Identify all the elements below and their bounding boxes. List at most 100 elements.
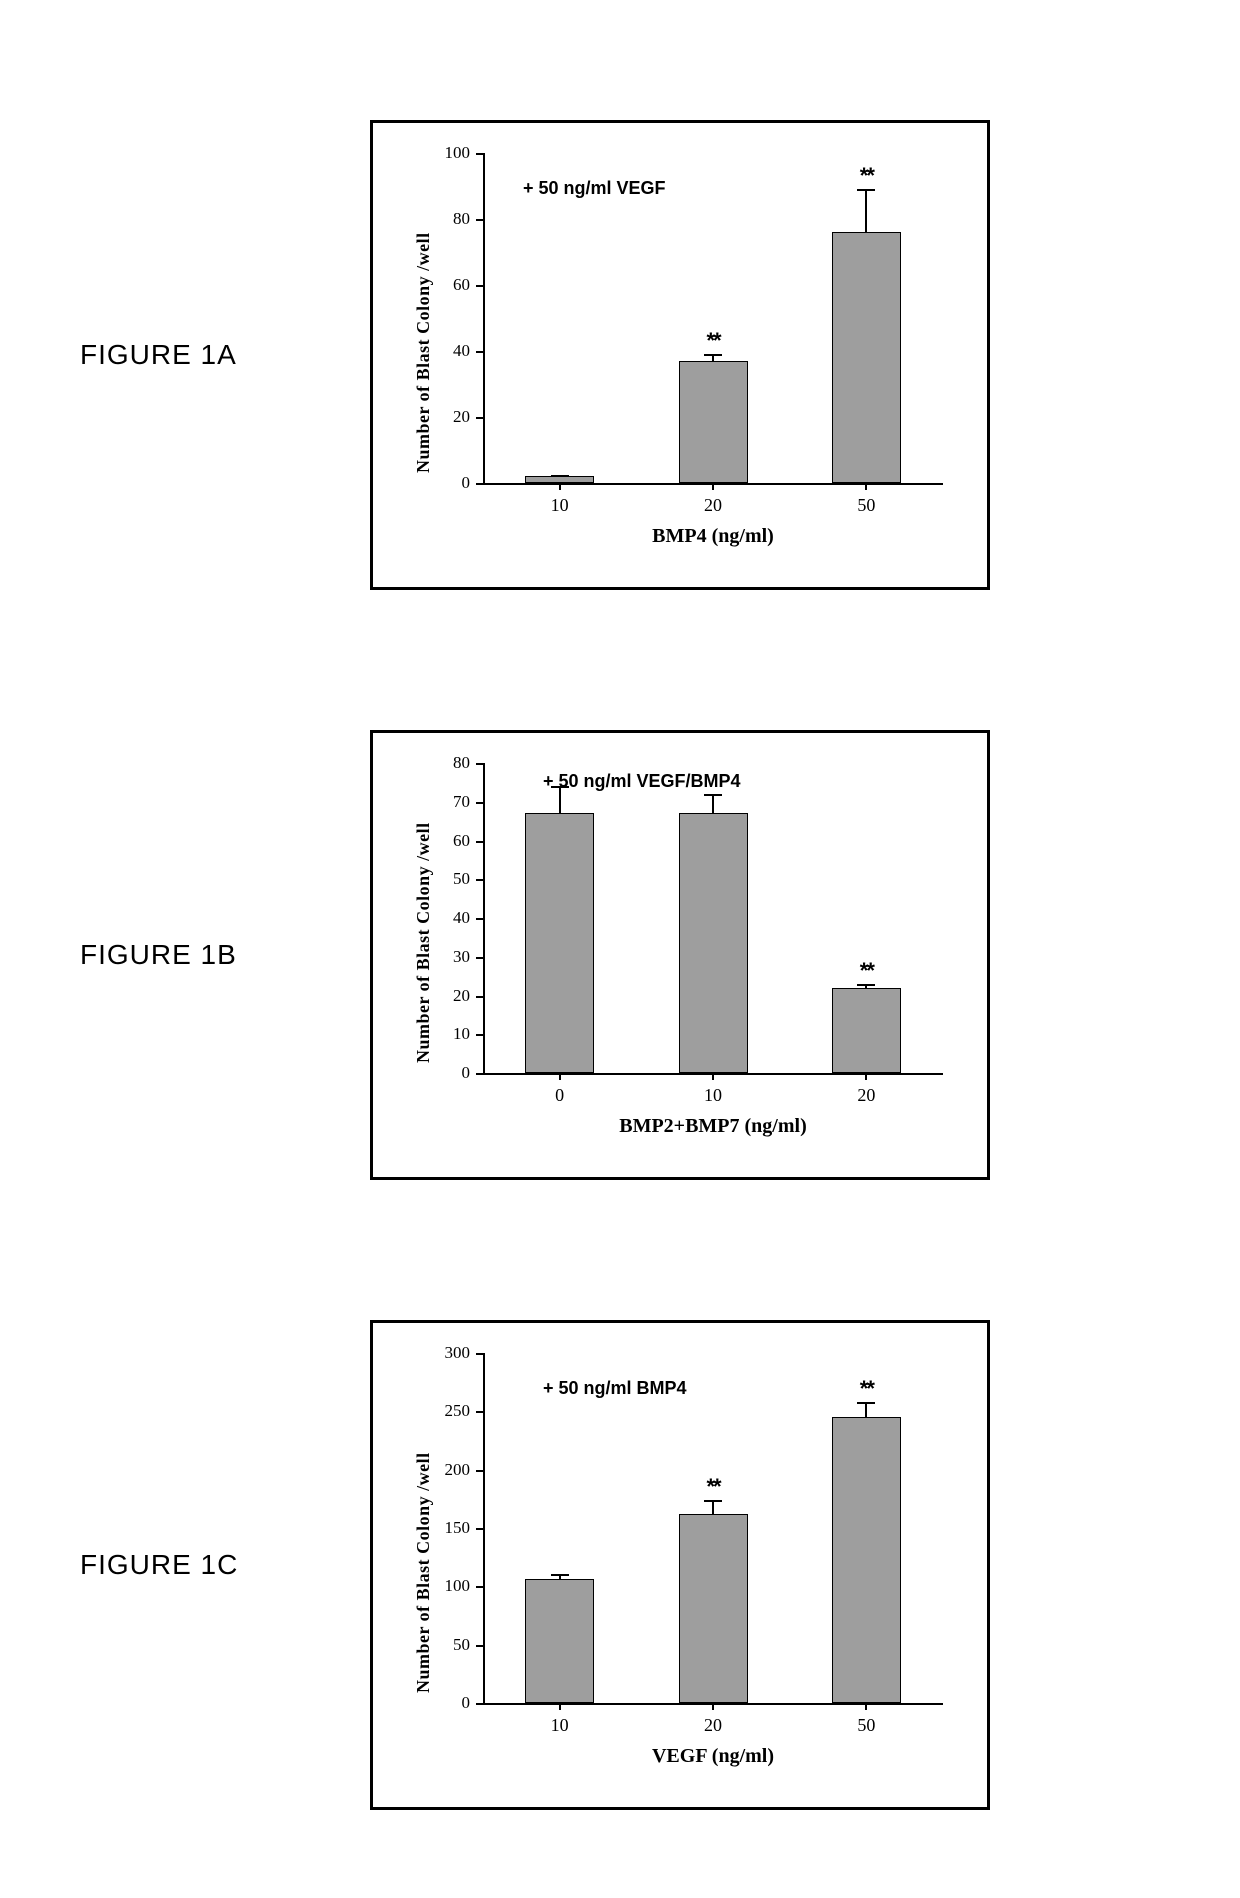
y-tick <box>476 1073 483 1075</box>
x-tick-label: 20 <box>836 1085 896 1106</box>
y-tick <box>476 1528 483 1530</box>
chart-annotation: + 50 ng/ml VEGF <box>523 178 666 199</box>
error-cap <box>857 984 875 986</box>
error-cap <box>551 1574 569 1576</box>
y-tick-label: 40 <box>428 341 470 361</box>
error-cap <box>857 1402 875 1404</box>
x-tick-label: 50 <box>836 1715 896 1736</box>
x-tick <box>865 483 867 490</box>
y-axis-title: Number of Blast Colony /well <box>413 822 434 1063</box>
chart-annotation: + 50 ng/ml BMP4 <box>543 1378 687 1399</box>
y-tick-label: 100 <box>428 143 470 163</box>
error-cap <box>857 189 875 191</box>
bar <box>832 988 901 1073</box>
y-tick <box>476 1703 483 1705</box>
x-tick <box>865 1703 867 1710</box>
bar <box>525 476 594 483</box>
y-tick-label: 70 <box>428 792 470 812</box>
figure-1a-chart: 0 20 40 60 80 100 Number of Blast Colony /well… <box>370 120 990 590</box>
bar <box>525 1579 594 1703</box>
y-tick <box>476 1586 483 1588</box>
figure-1b-label: FIGURE 1B <box>80 939 340 971</box>
y-tick <box>476 841 483 843</box>
y-tick <box>476 1411 483 1413</box>
significance-marker: ** <box>693 328 733 354</box>
significance-marker: ** <box>846 163 886 189</box>
y-tick-label: 20 <box>428 986 470 1006</box>
error-cap <box>704 354 722 356</box>
y-tick-label: 80 <box>428 209 470 229</box>
y-tick <box>476 1470 483 1472</box>
x-tick <box>712 1703 714 1710</box>
y-tick <box>476 802 483 804</box>
y-tick-label: 30 <box>428 947 470 967</box>
y-tick <box>476 918 483 920</box>
y-tick <box>476 483 483 485</box>
bar <box>832 232 901 483</box>
y-tick <box>476 1034 483 1036</box>
panel-a-row: FIGURE 1A 0 20 40 60 80 100 Number of Blast Co… <box>0 120 1240 590</box>
y-tick-label: 60 <box>428 275 470 295</box>
bar <box>679 1514 748 1703</box>
error-bar <box>712 1500 714 1514</box>
x-axis-title: BMP4 (ng/ml) <box>483 525 943 548</box>
x-axis-title: VEGF (ng/ml) <box>483 1745 943 1768</box>
y-tick <box>476 153 483 155</box>
y-axis-title: Number of Blast Colony /well <box>413 1452 434 1693</box>
significance-marker: ** <box>846 1376 886 1402</box>
x-tick-label: 50 <box>836 495 896 516</box>
y-tick <box>476 351 483 353</box>
y-tick <box>476 417 483 419</box>
y-tick-label: 200 <box>428 1460 470 1480</box>
x-tick-label: 20 <box>683 495 743 516</box>
x-tick-label: 0 <box>530 1085 590 1106</box>
figure-1b-chart: 0 10 20 30 40 50 60 70 80 Number of Blast Colony … <box>370 730 990 1180</box>
x-tick <box>712 483 714 490</box>
x-tick-label: 10 <box>530 495 590 516</box>
figure-1a-label: FIGURE 1A <box>80 339 340 371</box>
x-tick <box>559 1073 561 1080</box>
panel-c-row: FIGURE 1C 050100150200250300Number of Bl… <box>0 1320 1240 1810</box>
error-cap <box>704 1500 722 1502</box>
y-tick <box>476 285 483 287</box>
y-tick-label: 0 <box>428 1063 470 1083</box>
panel-b-row: FIGURE 1B 0 10 20 30 40 50 60 70 80 Number of Bla… <box>0 730 1240 1180</box>
y-tick <box>476 763 483 765</box>
y-tick-label: 40 <box>428 908 470 928</box>
y-tick-label: 0 <box>428 1693 470 1713</box>
y-tick-label: 50 <box>428 1635 470 1655</box>
y-tick <box>476 996 483 998</box>
y-tick-label: 250 <box>428 1401 470 1421</box>
error-cap <box>704 794 722 796</box>
y-tick-label: 20 <box>428 407 470 427</box>
y-tick <box>476 219 483 221</box>
y-axis-title: Number of Blast Colony /well <box>413 232 434 473</box>
y-tick-label: 80 <box>428 753 470 773</box>
y-tick-label: 150 <box>428 1518 470 1538</box>
y-tick-label: 60 <box>428 831 470 851</box>
x-tick <box>559 483 561 490</box>
x-tick-label: 20 <box>683 1715 743 1736</box>
error-bar <box>865 1402 867 1417</box>
y-tick-label: 10 <box>428 1024 470 1044</box>
y-tick-label: 0 <box>428 473 470 493</box>
y-tick <box>476 1645 483 1647</box>
y-axis <box>483 763 485 1073</box>
figure-1c-label: FIGURE 1C <box>80 1549 340 1581</box>
bar <box>679 813 748 1073</box>
x-axis-title: BMP2+BMP7 (ng/ml) <box>483 1115 943 1138</box>
y-tick <box>476 1353 483 1355</box>
y-tick-label: 50 <box>428 869 470 889</box>
page: FIGURE 1A 020406080100Number of Blast Co… <box>0 0 1240 1898</box>
y-axis <box>483 153 485 483</box>
y-tick <box>476 957 483 959</box>
error-bar <box>712 794 714 813</box>
x-tick <box>865 1073 867 1080</box>
bar <box>525 813 594 1073</box>
x-tick <box>559 1703 561 1710</box>
y-axis <box>483 1353 485 1703</box>
x-tick-label: 10 <box>683 1085 743 1106</box>
x-tick-label: 10 <box>530 1715 590 1736</box>
y-tick <box>476 879 483 881</box>
x-tick <box>712 1073 714 1080</box>
